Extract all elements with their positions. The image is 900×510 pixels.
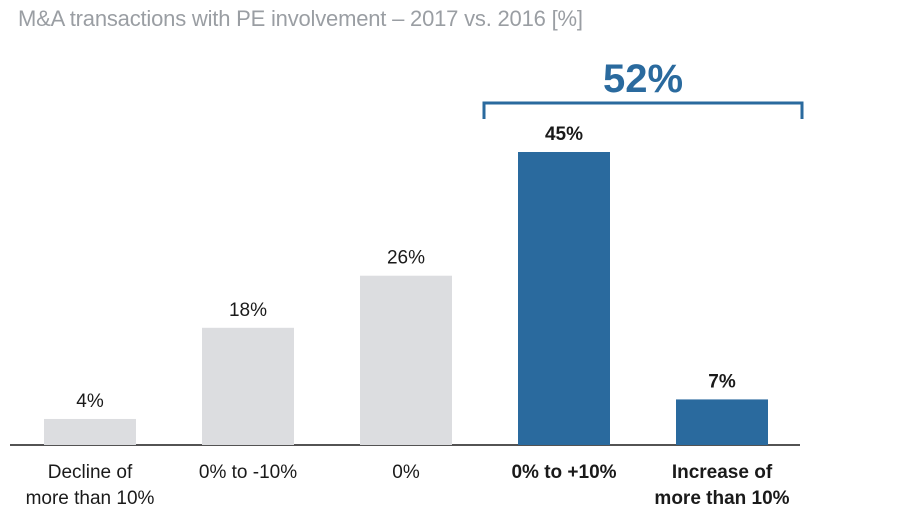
- annotation-label: 52%: [603, 57, 683, 101]
- data-label: 18%: [229, 300, 267, 321]
- x-tick-label: more than 10%: [654, 488, 789, 509]
- data-label: 45%: [545, 124, 583, 145]
- bar: [676, 399, 768, 445]
- bar: [360, 275, 452, 445]
- bar: [202, 327, 294, 445]
- data-label: 7%: [708, 371, 736, 392]
- x-tick-label: 0%: [392, 462, 420, 483]
- x-tick-label: 0% to +10%: [511, 462, 616, 483]
- data-label: 4%: [76, 391, 104, 412]
- data-label: 26%: [387, 248, 425, 269]
- x-tick-label: Decline of: [48, 462, 133, 483]
- chart-title: M&A transactions with PE involvement – 2…: [18, 6, 583, 31]
- x-tick-label: more than 10%: [26, 488, 155, 509]
- x-tick-label: Increase of: [672, 462, 773, 483]
- bar: [518, 152, 610, 445]
- bar: [44, 418, 136, 445]
- annotation-bracket: [482, 101, 804, 119]
- x-tick-label: 0% to -10%: [199, 462, 297, 483]
